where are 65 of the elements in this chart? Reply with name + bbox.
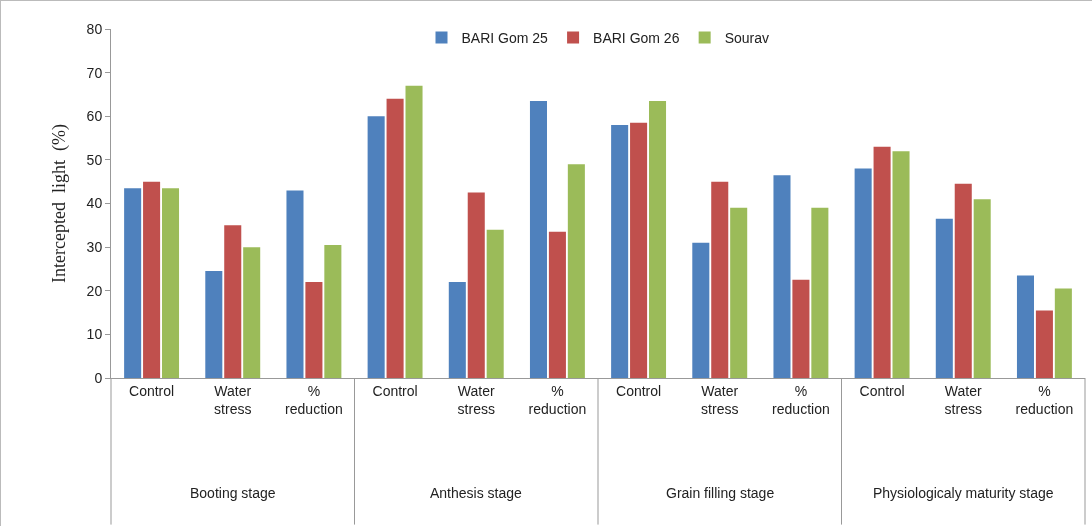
bar [792,279,810,378]
bar [448,282,466,378]
bar [386,98,404,378]
bar [692,242,710,378]
y-axis-title: Intercepted light (%) [49,124,70,283]
y-tick-label: 60 [86,108,103,125]
y-tick-label: 70 [86,64,103,81]
bar [1016,275,1034,378]
text: Grain filling stage [666,485,775,501]
x-tick-label: Water stress [944,382,982,417]
bar [162,188,180,378]
bar [143,181,161,378]
x-tick-label: Control [372,382,418,399]
bar [935,218,953,378]
bar [811,207,829,378]
bar [224,225,242,378]
bar [405,85,423,378]
bar [305,282,323,378]
bar [286,190,304,378]
bar [205,271,223,378]
bar [649,100,667,378]
legend-label: BARI Gom 25 [461,30,549,47]
bar [611,124,629,378]
x-tick-label: Water stress [701,382,739,417]
legend-label: BARI Gom 26 [593,30,680,47]
x-tick-label: Water stress [457,382,495,417]
bar [854,168,872,378]
text: Physiologicaly maturity stage [873,485,1054,501]
bar [367,116,385,378]
legend-label: Sourav [724,30,770,47]
bar [243,247,261,378]
bar [711,181,729,378]
bar [1035,310,1053,378]
x-tick-label: Control [129,382,175,399]
bar [529,100,547,378]
bar [730,207,748,378]
y-tick-label: 40 [86,195,103,212]
bar [973,199,991,378]
bar [954,183,972,378]
bar [773,175,791,378]
x-tick-label: % reduction [772,382,830,417]
bar [124,188,142,378]
y-tick-label: 0 [94,369,103,386]
x-tick-label: % reduction [1015,382,1074,417]
x-tick-label: Control [859,382,905,399]
y-tick-label: 50 [86,151,103,168]
text: Anthesis stage [430,485,523,501]
bar [1054,288,1072,378]
bar [567,164,585,378]
x-tick-label: Water stress [214,382,252,417]
y-tick-label: 30 [86,239,103,256]
bar [630,122,648,378]
bar [467,192,485,378]
bar [486,229,504,378]
x-tick-label: Control [616,382,662,399]
bar [548,231,566,378]
bar [873,146,891,378]
y-tick-label: 20 [86,282,103,299]
x-tick-label: % reduction [285,382,343,417]
x-tick-label: % reduction [528,382,587,417]
y-tick-label: 10 [86,326,103,343]
text: Booting stage [190,485,276,501]
bar [324,244,342,378]
bar [892,151,910,378]
y-tick-label: 80 [86,20,103,37]
